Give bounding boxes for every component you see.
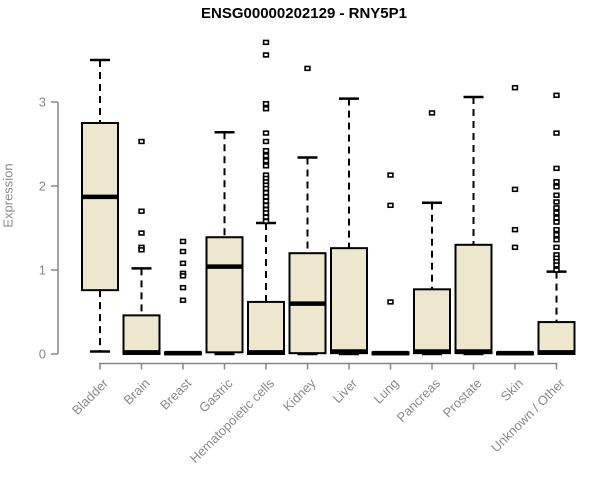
outlier-point-breast: [179, 284, 187, 291]
x-tick-label-bladder: Bladder: [69, 375, 112, 418]
outlier-point-unknown-other: [553, 184, 560, 190]
outlier-point-brain: [138, 247, 145, 253]
outlier-point-unknown-other: [553, 179, 560, 185]
outlier-point-unknown-other: [553, 262, 560, 268]
x-tick-label-brain: Brain: [121, 376, 153, 408]
outlier-point-unknown-other: [553, 226, 560, 233]
x-tick-label-lung: Lung: [371, 376, 402, 407]
outlier-point-hematopoietic-cells: [262, 100, 270, 107]
box-unknown-other: [537, 321, 576, 355]
outlier-point-hematopoietic-cells: [262, 198, 270, 204]
outlier-point-breast: [179, 248, 187, 255]
outlier-point-hematopoietic-cells: [262, 194, 270, 200]
outlier-point-hematopoietic-cells: [262, 218, 270, 224]
outlier-point-skin: [511, 226, 519, 233]
x-tick-label-prostate: Prostate: [440, 376, 485, 421]
outlier-point-hematopoietic-cells: [262, 163, 270, 169]
y-tick-label: 1: [39, 263, 46, 278]
outlier-point-unknown-other: [553, 232, 560, 238]
box-brain: [122, 314, 161, 355]
x-tick-label-kidney: Kidney: [280, 375, 319, 414]
y-tick-label: 3: [39, 95, 46, 110]
outlier-point-lung: [387, 172, 394, 178]
box-hematopoietic-cells: [247, 300, 285, 356]
x-tick-label-breast: Breast: [157, 375, 194, 412]
box-pancreas: [413, 288, 451, 355]
outlier-point-unknown-other: [553, 210, 560, 216]
outlier-point-hematopoietic-cells: [262, 153, 270, 159]
outlier-point-hematopoietic-cells: [262, 148, 270, 154]
outlier-point-skin: [511, 85, 519, 91]
outlier-point-hematopoietic-cells: [262, 138, 270, 145]
outlier-point-breast: [179, 260, 187, 266]
x-tick-label-skin: Skin: [498, 376, 526, 404]
outlier-point-unknown-other: [553, 192, 560, 198]
outlier-point-unknown-other: [553, 237, 560, 243]
outlier-point-unknown-other: [553, 205, 560, 211]
outlier-point-lung: [387, 299, 394, 305]
outlier-point-hematopoietic-cells: [262, 52, 270, 58]
outlier-point-hematopoietic-cells: [262, 185, 270, 192]
outlier-point-hematopoietic-cells: [262, 130, 270, 136]
outlier-point-hematopoietic-cells: [262, 158, 270, 164]
x-tick-label-pancreas: Pancreas: [394, 375, 444, 425]
outlier-point-lung: [387, 202, 394, 209]
outlier-point-breast: [179, 273, 187, 279]
x-tick-label-unknown-other: Unknown / Other: [488, 375, 568, 455]
outlier-point-breast: [179, 297, 187, 303]
chart-title: ENSG00000202129 - RNY5P1: [201, 5, 407, 22]
outlier-point-kidney: [304, 65, 311, 72]
outlier-point-unknown-other: [553, 219, 560, 225]
outlier-point-unknown-other: [553, 130, 560, 136]
outlier-point-brain: [138, 138, 145, 145]
box-bladder: [81, 122, 119, 292]
outlier-point-skin: [511, 244, 519, 251]
outlier-point-unknown-other: [553, 92, 560, 98]
outlier-point-brain: [138, 230, 145, 236]
outlier-point-unknown-other: [553, 165, 560, 172]
box-liver: [330, 247, 368, 355]
y-tick-label: 2: [39, 179, 46, 194]
x-tick-label-gastric: Gastric: [196, 375, 236, 415]
outlier-point-hematopoietic-cells: [262, 210, 270, 216]
box-prostate: [454, 243, 493, 355]
outlier-point-hematopoietic-cells: [262, 39, 270, 46]
y-tick-label: 0: [39, 347, 46, 362]
outlier-point-skin: [511, 186, 519, 193]
outlier-point-hematopoietic-cells: [262, 214, 270, 220]
outlier-point-breast: [179, 238, 187, 245]
outlier-point-hematopoietic-cells: [262, 202, 270, 209]
outlier-point-hematopoietic-cells: [262, 190, 270, 196]
box-gastric: [205, 236, 244, 354]
outlier-point-brain: [138, 208, 145, 214]
outlier-point-hematopoietic-cells: [262, 106, 270, 112]
outlier-point-unknown-other: [553, 215, 560, 221]
outlier-point-unknown-other: [553, 199, 560, 205]
x-tick-label-liver: Liver: [330, 375, 361, 406]
outlier-point-unknown-other: [553, 244, 560, 251]
outlier-point-pancreas: [428, 110, 436, 116]
outlier-point-unknown-other: [553, 267, 560, 273]
